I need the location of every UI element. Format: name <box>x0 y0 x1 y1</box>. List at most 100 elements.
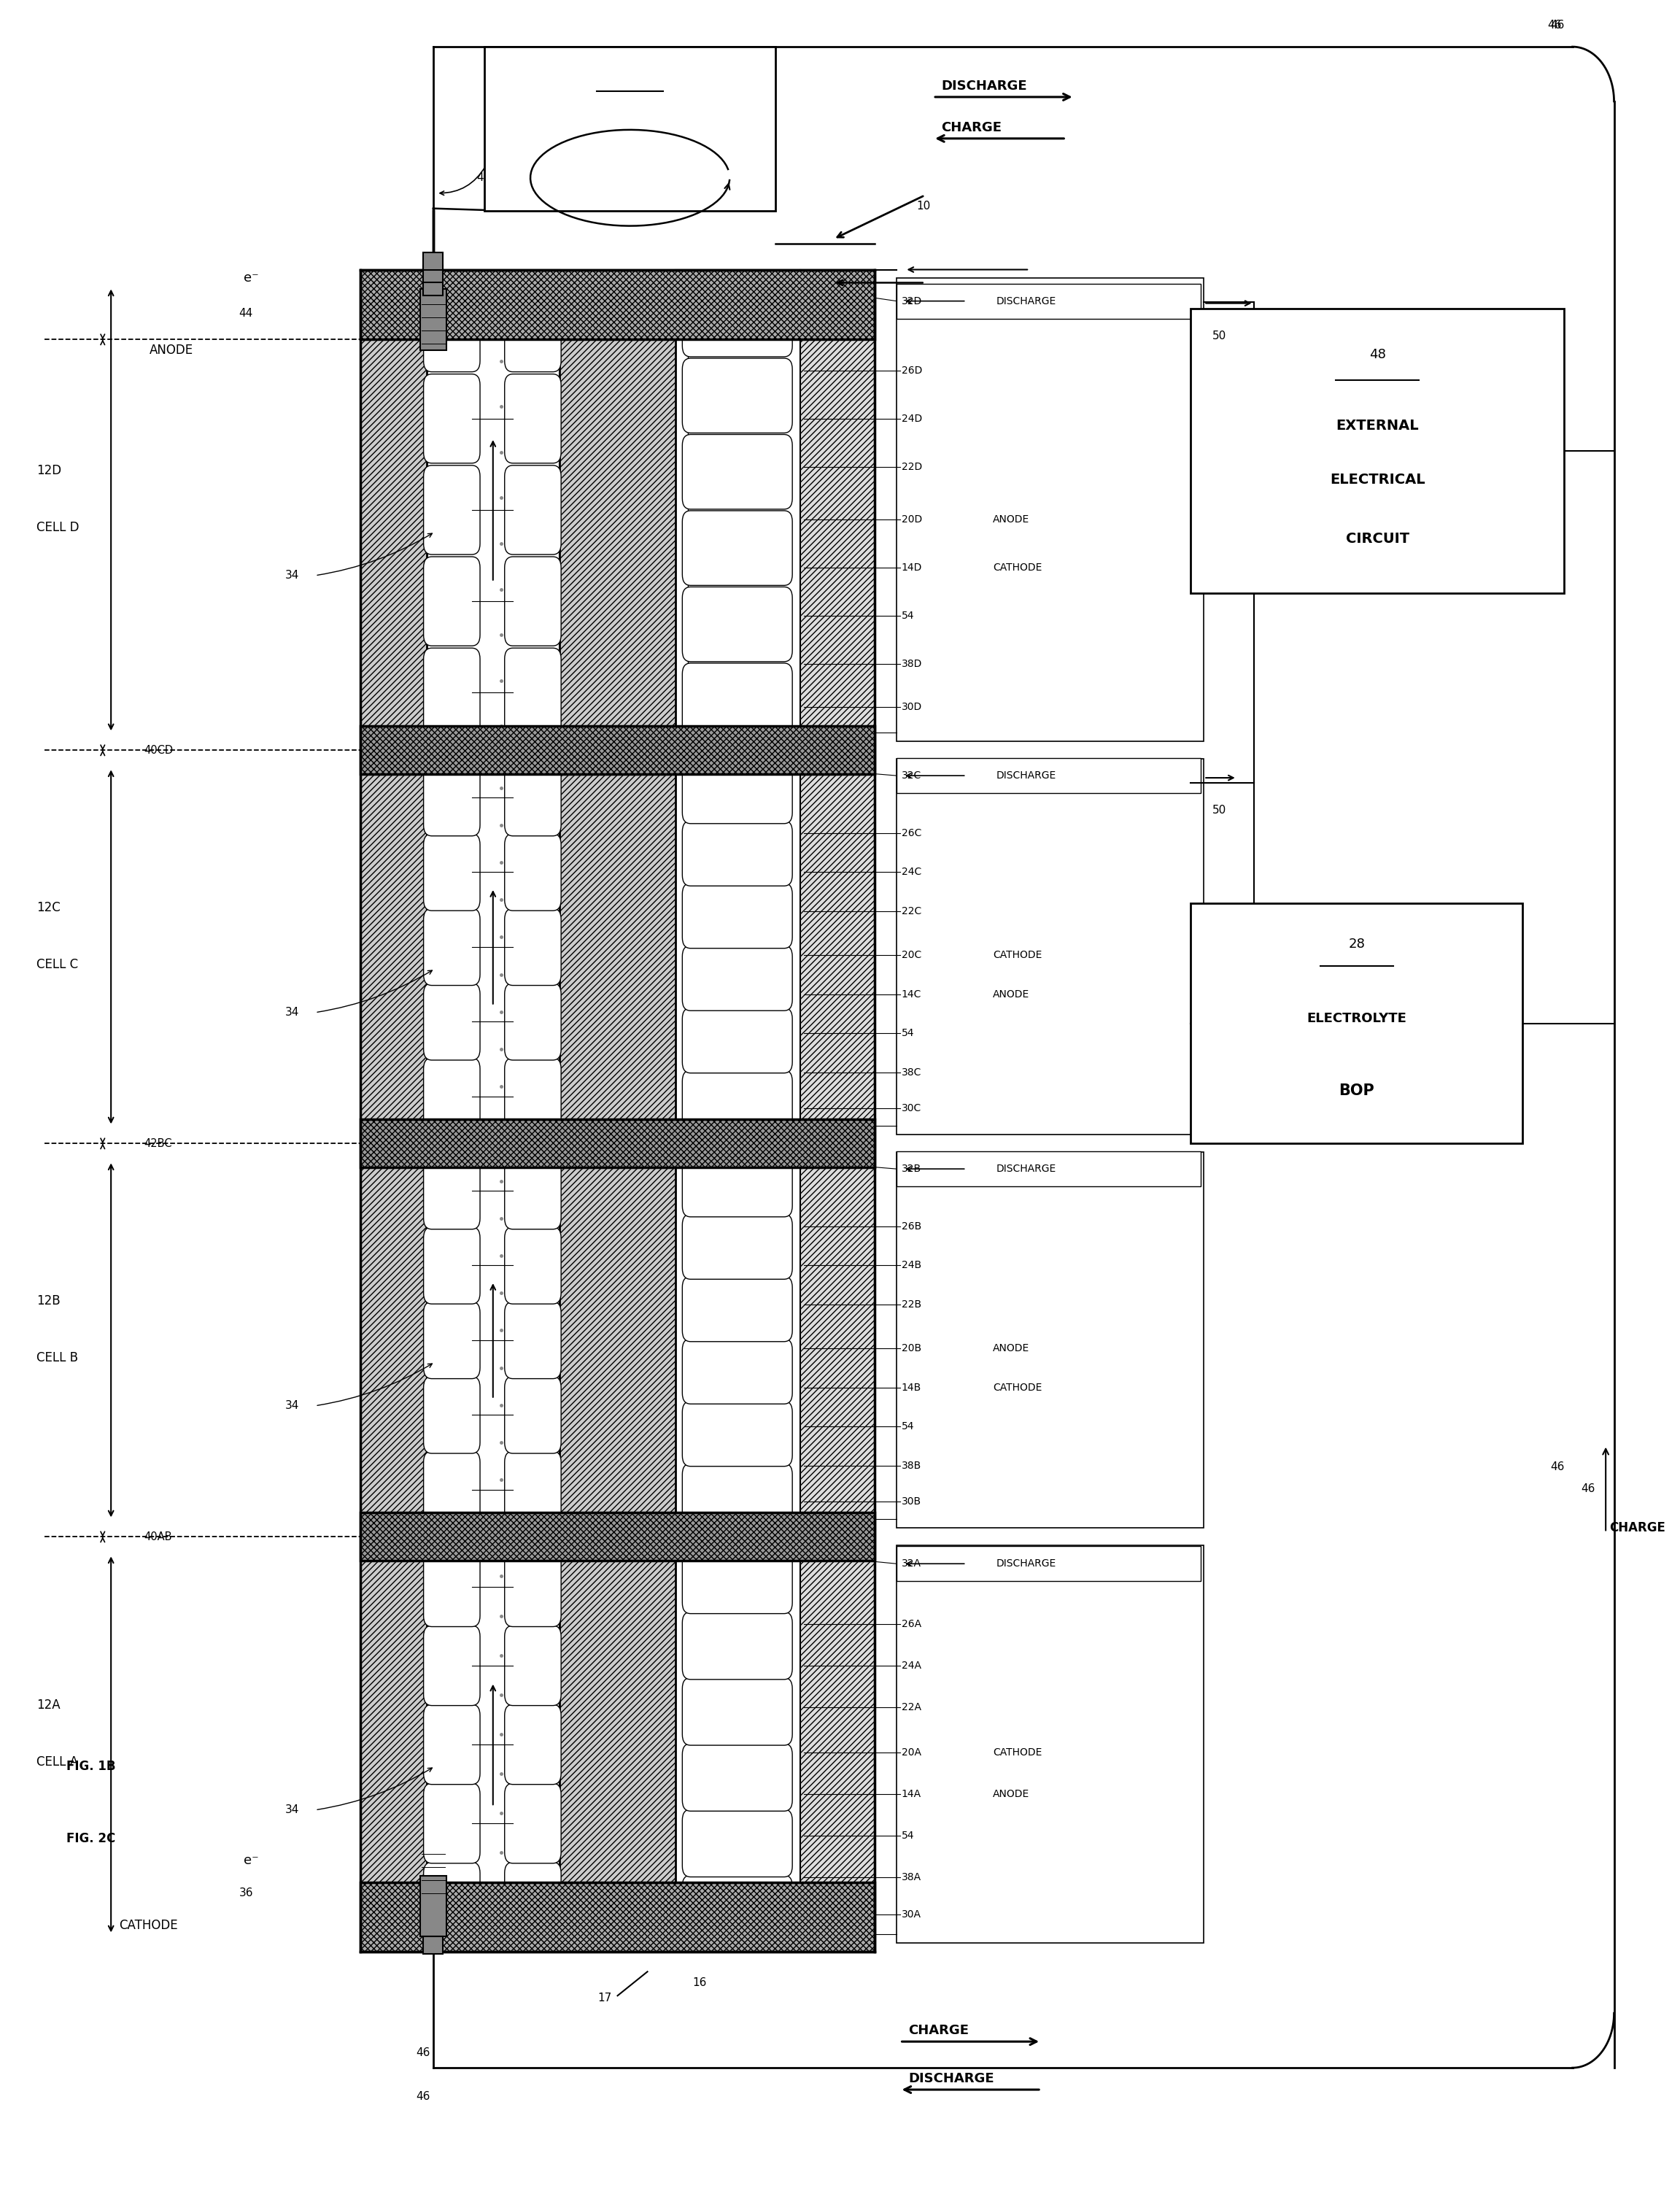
Bar <box>897 278 1205 741</box>
Bar <box>427 1536 559 1952</box>
FancyBboxPatch shape <box>504 1152 561 1229</box>
Text: 10: 10 <box>917 202 931 213</box>
FancyBboxPatch shape <box>682 1678 793 1746</box>
FancyBboxPatch shape <box>682 359 793 434</box>
Text: CHARGE: CHARGE <box>941 121 1001 134</box>
Text: ELECTRICAL: ELECTRICAL <box>1329 473 1425 486</box>
Text: 14A: 14A <box>902 1790 921 1799</box>
Text: 46: 46 <box>1551 20 1564 31</box>
Text: 54: 54 <box>902 1422 914 1433</box>
FancyBboxPatch shape <box>682 822 793 885</box>
Text: 14C: 14C <box>902 988 922 999</box>
Bar <box>1191 309 1564 594</box>
FancyBboxPatch shape <box>504 1227 561 1304</box>
Bar <box>897 1545 1205 1943</box>
FancyBboxPatch shape <box>682 947 793 1010</box>
Text: 12D: 12D <box>37 464 60 478</box>
Bar <box>675 269 800 749</box>
Text: 16: 16 <box>692 1976 706 1987</box>
FancyBboxPatch shape <box>504 557 561 646</box>
Text: DISCHARGE: DISCHARGE <box>996 296 1057 307</box>
Text: CHARGE: CHARGE <box>909 2024 969 2038</box>
Text: 24D: 24D <box>902 414 922 423</box>
FancyBboxPatch shape <box>504 1705 561 1783</box>
Bar <box>420 289 447 351</box>
Bar <box>897 1152 1201 1185</box>
Text: 22B: 22B <box>902 1299 921 1310</box>
FancyBboxPatch shape <box>423 1450 480 1527</box>
FancyBboxPatch shape <box>682 587 793 662</box>
Text: ANODE: ANODE <box>993 1343 1030 1354</box>
Bar <box>423 1937 444 1954</box>
FancyBboxPatch shape <box>423 1227 480 1304</box>
Text: 50: 50 <box>1211 804 1226 815</box>
FancyBboxPatch shape <box>504 1783 561 1862</box>
Text: CATHODE: CATHODE <box>993 1383 1042 1393</box>
Text: 24A: 24A <box>902 1661 921 1672</box>
FancyBboxPatch shape <box>423 1547 480 1626</box>
Text: MOTOR: MOTOR <box>596 121 664 136</box>
Text: 18: 18 <box>622 70 638 83</box>
Text: 40AB: 40AB <box>144 1532 173 1542</box>
FancyBboxPatch shape <box>682 1613 793 1680</box>
Text: CATHODE: CATHODE <box>119 1919 178 1932</box>
Bar <box>360 1120 875 1168</box>
Bar <box>897 758 1205 1135</box>
Text: DISCHARGE: DISCHARGE <box>941 79 1026 92</box>
Text: 42BC: 42BC <box>144 1137 173 1148</box>
Text: 38B: 38B <box>902 1461 921 1470</box>
Bar <box>1191 903 1522 1144</box>
Bar <box>423 265 444 283</box>
FancyBboxPatch shape <box>504 1626 561 1705</box>
FancyBboxPatch shape <box>682 1339 793 1404</box>
Text: ANODE: ANODE <box>993 515 1030 524</box>
Bar <box>897 1547 1201 1582</box>
FancyBboxPatch shape <box>682 1152 793 1216</box>
FancyBboxPatch shape <box>423 909 480 986</box>
Text: 30B: 30B <box>902 1496 921 1507</box>
Text: CELL B: CELL B <box>37 1352 77 1365</box>
FancyBboxPatch shape <box>423 1705 480 1783</box>
Bar <box>559 269 675 1952</box>
Text: 46: 46 <box>1551 1461 1564 1472</box>
FancyBboxPatch shape <box>423 1376 480 1453</box>
Text: 26A: 26A <box>902 1619 921 1630</box>
Text: 34: 34 <box>286 570 299 581</box>
Text: 26B: 26B <box>902 1220 921 1231</box>
Text: 32B: 32B <box>902 1163 921 1174</box>
FancyBboxPatch shape <box>423 758 480 837</box>
Text: 12C: 12C <box>37 901 60 914</box>
FancyBboxPatch shape <box>682 664 793 738</box>
Text: EXTERNAL: EXTERNAL <box>1336 418 1420 432</box>
Text: FIG. 2C: FIG. 2C <box>66 1832 116 1845</box>
FancyBboxPatch shape <box>423 1862 480 1941</box>
Text: 38D: 38D <box>902 659 922 668</box>
Text: e⁻: e⁻ <box>244 1854 259 1867</box>
Bar <box>427 269 559 749</box>
Text: DISCHARGE: DISCHARGE <box>909 2073 995 2086</box>
Text: 54: 54 <box>902 1832 914 1840</box>
Text: 46: 46 <box>477 173 491 184</box>
Bar <box>427 749 559 1144</box>
FancyBboxPatch shape <box>423 1301 480 1378</box>
Text: 14B: 14B <box>902 1383 921 1393</box>
FancyBboxPatch shape <box>423 984 480 1060</box>
Bar <box>360 269 875 1952</box>
Text: 14D: 14D <box>902 563 922 572</box>
Text: 32D: 32D <box>902 296 922 307</box>
Bar <box>420 1875 447 1937</box>
Text: 20C: 20C <box>902 949 921 960</box>
FancyBboxPatch shape <box>504 649 561 736</box>
FancyBboxPatch shape <box>682 1008 793 1074</box>
FancyBboxPatch shape <box>423 1783 480 1862</box>
Text: 46: 46 <box>417 2046 430 2057</box>
FancyBboxPatch shape <box>682 511 793 585</box>
Bar <box>897 283 1201 318</box>
Text: CELL A: CELL A <box>37 1755 77 1768</box>
Text: 20A: 20A <box>902 1748 921 1757</box>
Text: CATHODE: CATHODE <box>993 1748 1042 1757</box>
FancyBboxPatch shape <box>682 1069 793 1135</box>
FancyBboxPatch shape <box>423 649 480 736</box>
Bar <box>675 1536 800 1952</box>
Text: ELECTROLYTE: ELECTROLYTE <box>1307 1012 1406 1025</box>
